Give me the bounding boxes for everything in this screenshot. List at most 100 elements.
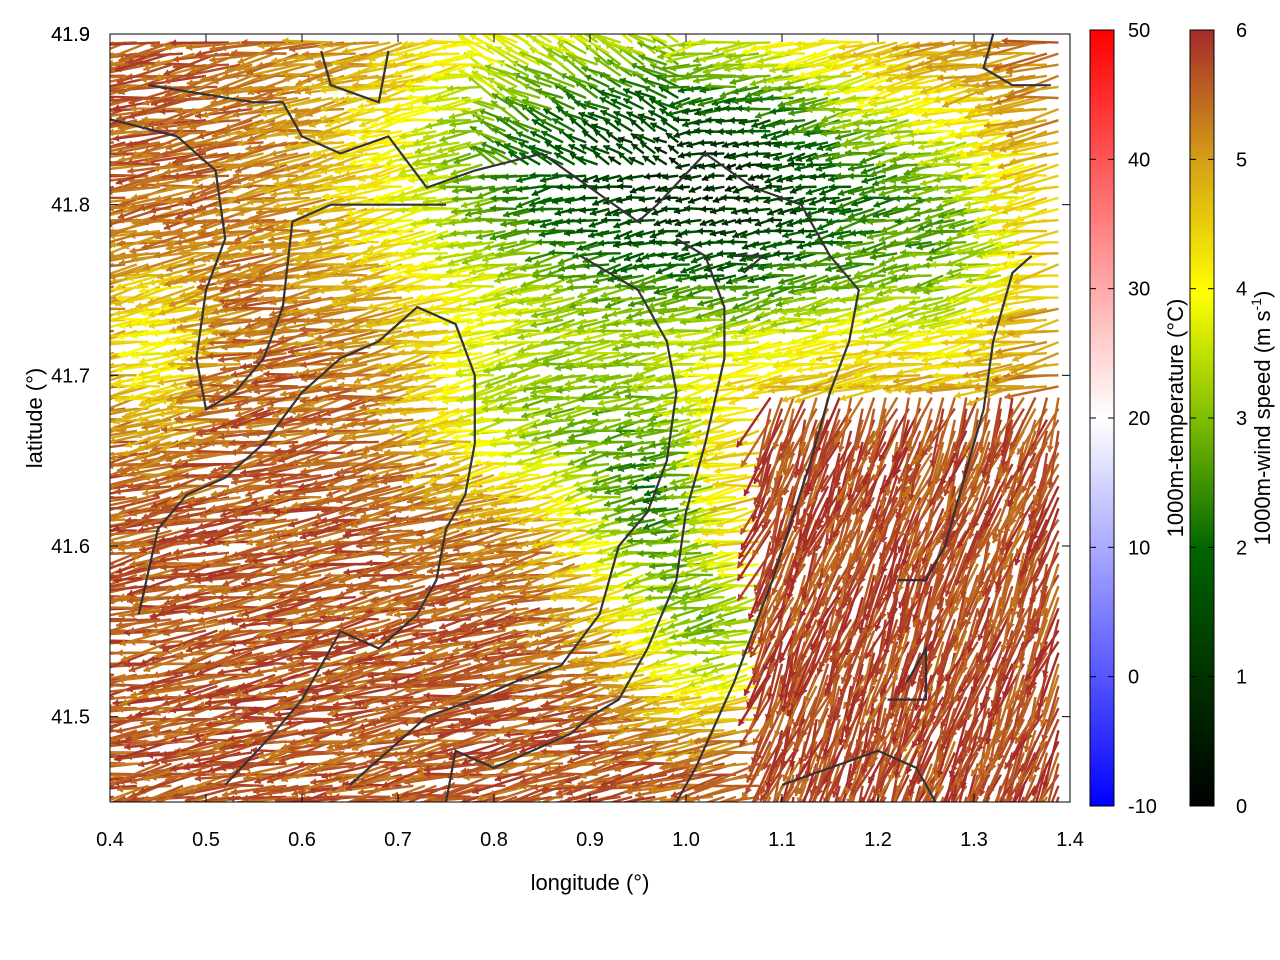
- wind-vector-head: [194, 756, 201, 764]
- wind-vector-head: [357, 788, 365, 796]
- wind-vector-head: [935, 825, 941, 832]
- wind-vector-head: [768, 813, 775, 820]
- wind-vector-head: [987, 844, 994, 851]
- wind-vector-head: [93, 463, 99, 470]
- wind-vector: [110, 651, 114, 655]
- wind-vector: [488, 784, 541, 802]
- wind-vector-head: [977, 808, 984, 815]
- wind-vector: [298, 505, 356, 510]
- wind-vector-head: [66, 636, 72, 643]
- wind-vector-head: [746, 810, 753, 817]
- wind-vector-head: [882, 821, 889, 828]
- wind-vector-head: [675, 639, 682, 648]
- wind-vector-head: [279, 756, 287, 764]
- wind-vector: [866, 785, 876, 802]
- wind-vector-head: [176, 749, 183, 758]
- wind-vector-head: [115, 798, 120, 802]
- wind-vector-head: [796, 797, 804, 802]
- wind-vector: [1050, 785, 1060, 802]
- wind-vector-head: [93, 630, 99, 637]
- wind-vector-head: [951, 846, 958, 853]
- wind-vector-head: [961, 815, 968, 822]
- wind-vector-head: [116, 649, 123, 657]
- wind-vector-head: [80, 471, 86, 478]
- wind-vector: [355, 795, 414, 802]
- wind-vector: [915, 763, 933, 802]
- wind-vector-head: [78, 740, 84, 747]
- wind-vector-head: [902, 835, 909, 842]
- wind-vector: [110, 762, 114, 765]
- wind-vector: [704, 795, 725, 802]
- wind-vector: [498, 795, 518, 802]
- wind-vector-head: [244, 770, 252, 778]
- wind-vector-head: [71, 790, 77, 797]
- wind-vector-head: [414, 757, 422, 765]
- wind-vector-head: [115, 754, 122, 762]
- wind-vector-head: [741, 791, 749, 799]
- wind-vector-head: [822, 809, 829, 816]
- wind-vector-head: [950, 826, 957, 833]
- wind-vector: [110, 740, 115, 744]
- wind-vector-head: [417, 736, 424, 744]
- wind-vector: [847, 762, 876, 802]
- wind-vector: [638, 740, 691, 756]
- wind-vector-head: [58, 470, 65, 477]
- wind-vector: [693, 784, 748, 801]
- wind-vector-head: [888, 808, 895, 815]
- wind-vector-head: [866, 809, 873, 816]
- wind-vector-head: [848, 794, 856, 802]
- wind-vector-head: [73, 814, 80, 821]
- wind-vector-head: [93, 682, 100, 689]
- wind-vector-head: [799, 820, 805, 827]
- wind-vector-head: [95, 750, 101, 757]
- wind-vector-head: [116, 785, 124, 793]
- wind-vector: [110, 795, 126, 802]
- wind-vector-head: [243, 764, 250, 772]
- wind-vector-head: [533, 802, 540, 809]
- wind-vector: [110, 518, 115, 522]
- wind-vector-head: [94, 484, 101, 491]
- wind-vector-head: [110, 735, 113, 744]
- wind-vector-head: [138, 786, 146, 794]
- wind-vector-head: [60, 598, 67, 605]
- wind-vector-head: [59, 571, 65, 578]
- wind-vector-head: [308, 786, 315, 794]
- wind-vector-head: [555, 788, 563, 796]
- wind-vector-head: [110, 674, 112, 682]
- wind-vector-head: [72, 605, 78, 612]
- wind-vector: [110, 695, 114, 699]
- wind-vector: [110, 629, 114, 633]
- wind-vector: [175, 651, 230, 657]
- wind-vector: [824, 796, 830, 802]
- wind-vector-head: [1005, 829, 1011, 836]
- wind-vector-head: [315, 765, 323, 773]
- wind-vector-head: [372, 799, 376, 802]
- wind-vector-head: [165, 775, 172, 783]
- wind-vector-head: [138, 760, 145, 768]
- wind-vector: [1001, 752, 1014, 802]
- wind-vector-head: [576, 807, 583, 814]
- wind-vector: [745, 740, 772, 795]
- wind-vector: [694, 762, 748, 771]
- wind-vector-head: [77, 606, 83, 613]
- wind-vector-head: [208, 811, 215, 818]
- wind-vector-head: [869, 798, 876, 802]
- wind-vector-head: [80, 730, 87, 737]
- wind-vector: [611, 740, 668, 761]
- wind-vector-head: [255, 509, 262, 518]
- wind-vector-head: [970, 819, 976, 826]
- wind-vector-head: [337, 784, 345, 792]
- wind-vector-head: [84, 742, 91, 749]
- wind-vector-head: [101, 639, 107, 646]
- wind-vector-head: [61, 653, 68, 660]
- wind-vector-head: [310, 778, 317, 786]
- wind-vector-head: [82, 641, 88, 648]
- wind-vector-head: [484, 753, 492, 761]
- wind-vector-head: [218, 763, 226, 771]
- wind-vector-head: [402, 790, 409, 798]
- wind-vector-head: [889, 818, 895, 825]
- wind-vector-head: [600, 780, 608, 788]
- wind-vector-head: [71, 586, 77, 593]
- wind-vector: [392, 773, 449, 783]
